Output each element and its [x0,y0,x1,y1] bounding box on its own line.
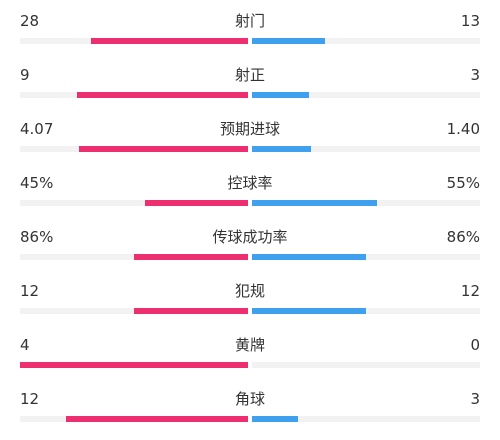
stat-row-possession: 45% 控球率 55% [20,162,480,216]
stat-label: 射正 [234,66,265,84]
away-value: 55% [446,174,480,192]
stat-label: 传球成功率 [212,228,288,246]
away-value: 0 [470,336,480,354]
away-bar [252,416,298,422]
away-track [252,146,480,152]
home-bar [134,308,248,314]
home-bar [66,416,248,422]
home-bar [77,92,248,98]
home-bar [79,146,248,152]
away-track [252,254,480,260]
home-bar [145,200,248,206]
stat-row-shots: 28 射门 13 [20,0,480,54]
away-bar [252,146,311,152]
stat-label: 控球率 [227,174,273,192]
away-track [252,92,480,98]
away-bar [252,254,366,260]
away-track [252,362,480,368]
away-track [252,38,480,44]
home-bar [20,362,248,368]
stat-row-corners: 12 角球 3 [20,378,480,432]
away-bar [252,92,309,98]
away-value: 86% [446,228,480,246]
away-value: 3 [470,390,480,408]
stat-row-yellow-cards: 4 黄牌 0 [20,324,480,378]
away-bar [252,308,366,314]
home-bar [134,254,248,260]
home-value: 4.07 [20,120,54,138]
match-stats-list: 28 射门 13 9 射正 3 4.07 预期进球 1.40 45% 控球率 5… [20,0,480,432]
stat-label: 角球 [234,390,265,408]
away-value: 13 [460,12,480,30]
home-value: 86% [20,228,54,246]
home-value: 12 [20,390,40,408]
away-value: 12 [460,282,480,300]
stat-row-shots-on-target: 9 射正 3 [20,54,480,108]
home-value: 45% [20,174,54,192]
home-value: 9 [20,66,30,84]
stat-row-pass-accuracy: 86% 传球成功率 86% [20,216,480,270]
away-value: 3 [470,66,480,84]
away-bar [252,200,377,206]
home-value: 28 [20,12,40,30]
stat-label: 犯规 [234,282,265,300]
away-track [252,308,480,314]
away-value: 1.40 [446,120,480,138]
home-bar [91,38,248,44]
home-value: 12 [20,282,40,300]
home-track [20,200,248,206]
home-value: 4 [20,336,30,354]
stat-row-fouls: 12 犯规 12 [20,270,480,324]
stat-row-expected-goals: 4.07 预期进球 1.40 [20,108,480,162]
stat-label: 预期进球 [219,120,280,138]
away-bar [252,38,325,44]
stat-label: 黄牌 [234,336,265,354]
stat-label: 射门 [234,12,265,30]
away-track [252,416,480,422]
